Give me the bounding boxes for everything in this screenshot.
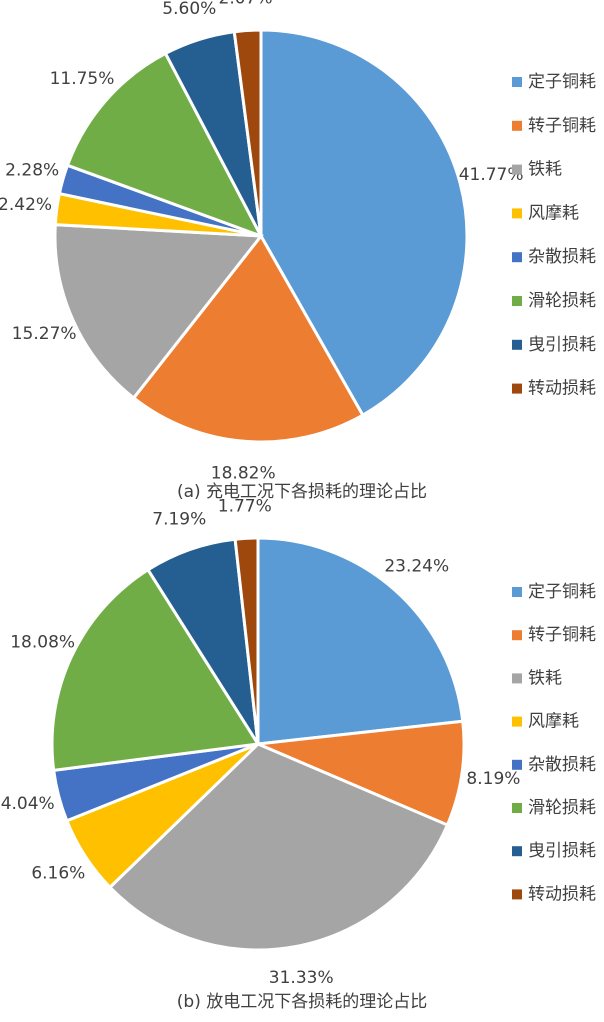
pie-slice [233,536,260,745]
data-label: 6.16% [31,864,85,884]
data-label: 18.82% [211,463,276,483]
legend-label: 杂散损耗 [528,247,596,267]
legend-swatch [512,339,522,350]
legend-label: 转子铜耗 [528,116,596,136]
legend-swatch [512,120,522,131]
data-label: 11.75% [50,69,115,89]
legend-swatch [512,77,522,87]
data-label: 2.42% [0,195,52,215]
data-label: 18.08% [10,633,75,653]
legend-label: 曳引损耗 [528,841,596,861]
legend-swatch [512,296,522,306]
legend-swatch [512,889,522,900]
pie-slice [131,233,365,444]
legend-label: 铁耗 [528,668,562,688]
legend-swatch [512,846,522,857]
data-label: 8.19% [466,769,520,789]
legend-label: 铁耗 [528,160,562,180]
pie-slice [232,28,263,237]
legend-label: 定子铜耗 [528,72,596,92]
pie-slice [259,28,469,418]
legend-label: 滑轮损耗 [528,291,596,311]
pie-slice [256,536,465,746]
data-label: 15.27% [12,324,77,344]
data-label: 23.24% [384,557,449,577]
legend-swatch [512,587,522,597]
legend-label: 曳引损耗 [528,335,596,355]
legend-label: 风摩耗 [528,712,579,732]
legend-swatch [512,630,522,641]
legend-swatch [512,803,522,813]
data-label: 2.07% [219,0,273,9]
legend-label: 定子铜耗 [528,582,596,602]
chart-title: (b) 放电工况下各损耗的理论占比 [177,992,427,1012]
pie-slice [107,742,450,952]
legend-swatch [512,252,522,263]
legend-label: 杂散损耗 [528,755,596,775]
legend-swatch [512,208,522,219]
data-label: 2.28% [5,161,59,181]
legend-label: 转动损耗 [528,379,596,399]
legend-label: 转子铜耗 [528,625,596,645]
legend-swatch [512,759,522,770]
legend-label: 风摩耗 [528,203,579,223]
legend-swatch [512,383,522,394]
data-label: 7.19% [152,509,206,529]
chart-title: (a) 充电工况下各损耗的理论占比 [177,482,427,502]
legend-swatch [512,673,522,684]
pie-slice [53,223,264,401]
data-label: 41.77% [459,165,524,185]
legend-swatch [512,164,522,175]
data-label: 1.77% [218,496,272,516]
legend-label: 转动损耗 [528,884,596,904]
legend-label: 滑轮损耗 [528,798,596,818]
pie-slice [50,567,261,773]
pie-slice [252,719,466,827]
data-label: 31.33% [269,968,334,988]
data-label: 4.04% [1,794,55,814]
data-label: 5.60% [162,0,216,19]
legend-swatch [512,716,522,727]
pie-slice [65,51,265,239]
